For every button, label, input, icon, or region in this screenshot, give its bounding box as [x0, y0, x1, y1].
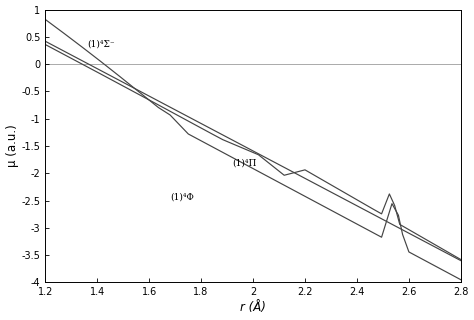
Text: (1)⁴Π: (1)⁴Π	[232, 158, 256, 167]
Text: (1)⁴Σ⁻: (1)⁴Σ⁻	[87, 40, 114, 49]
X-axis label: r (Å): r (Å)	[240, 301, 266, 315]
Text: (1)⁴Φ: (1)⁴Φ	[170, 192, 194, 202]
Y-axis label: μ (a.u.): μ (a.u.)	[6, 124, 18, 167]
